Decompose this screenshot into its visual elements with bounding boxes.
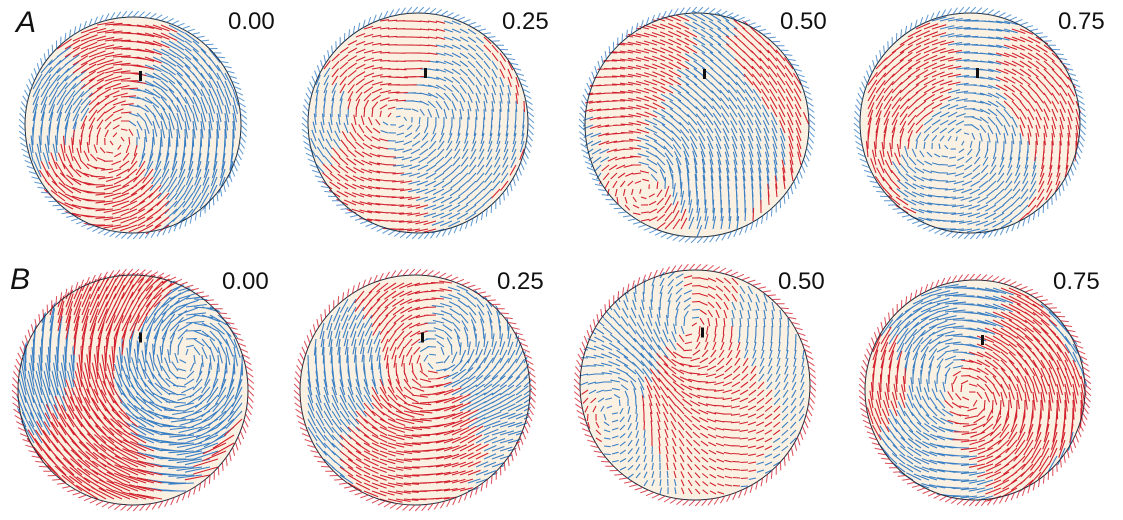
reference-marker	[981, 335, 984, 345]
phase-label-a-2: 0.50	[780, 8, 827, 35]
reference-marker	[701, 327, 704, 338]
reference-marker	[703, 69, 706, 79]
disk-background	[300, 275, 530, 505]
rim-vectors	[301, 6, 535, 240]
rim-vectors	[578, 6, 816, 244]
phase-label-a-0: 0.00	[228, 8, 275, 35]
reference-marker	[976, 68, 979, 78]
vector-arrows	[866, 284, 1087, 502]
negative-vectors	[28, 24, 240, 230]
negative-vectors	[307, 285, 532, 492]
rim-vectors	[293, 268, 537, 512]
rim-vectors	[11, 268, 255, 512]
phase-label-b-2: 0.50	[778, 268, 825, 295]
positive-vectors	[321, 19, 526, 233]
positive-vectors	[39, 21, 178, 235]
rim-vectors	[18, 10, 248, 240]
vector-field-disk-b-0	[11, 268, 255, 512]
positive-vectors	[581, 275, 781, 495]
rim-vectors	[853, 6, 1087, 240]
reference-marker	[421, 332, 424, 343]
vector-field-disk-b-1	[293, 268, 537, 512]
vector-arrows	[583, 11, 810, 238]
rim-vectors	[858, 273, 1092, 507]
vector-field-disk-a-1	[301, 6, 535, 240]
vector-arrows	[578, 270, 805, 495]
reference-marker	[424, 68, 427, 78]
panel-letter-a: A	[16, 6, 37, 39]
negative-vectors	[583, 11, 786, 238]
vector-field-disk-a-3	[853, 6, 1087, 240]
positive-vectors	[339, 280, 529, 504]
vector-arrows	[307, 280, 532, 504]
phase-label-a-3: 0.75	[1058, 8, 1105, 35]
vector-field-disk-b-3	[858, 273, 1092, 507]
vector-arrows	[865, 16, 1082, 235]
negative-vectors	[892, 16, 1037, 235]
reference-marker	[139, 71, 142, 81]
phase-label-b-3: 0.75	[1053, 268, 1100, 295]
vector-arrows	[28, 21, 240, 235]
vector-field-disk-b-2	[573, 263, 817, 507]
positive-vectors	[866, 287, 1087, 502]
vector-field-disk-a-0	[18, 10, 248, 240]
phase-label-a-1: 0.25	[502, 8, 549, 35]
vector-arrows	[309, 19, 526, 234]
phase-label-b-1: 0.25	[497, 268, 544, 295]
vector-field-disk-a-2	[578, 6, 816, 244]
negative-vectors	[309, 20, 525, 234]
rim-vectors	[573, 263, 817, 507]
disk-background	[25, 17, 241, 233]
panel-letter-b: B	[10, 263, 31, 296]
reference-marker	[139, 332, 142, 343]
negative-vectors	[877, 284, 1087, 502]
positive-vectors	[865, 22, 1082, 223]
phase-label-b-0: 0.00	[222, 268, 269, 295]
